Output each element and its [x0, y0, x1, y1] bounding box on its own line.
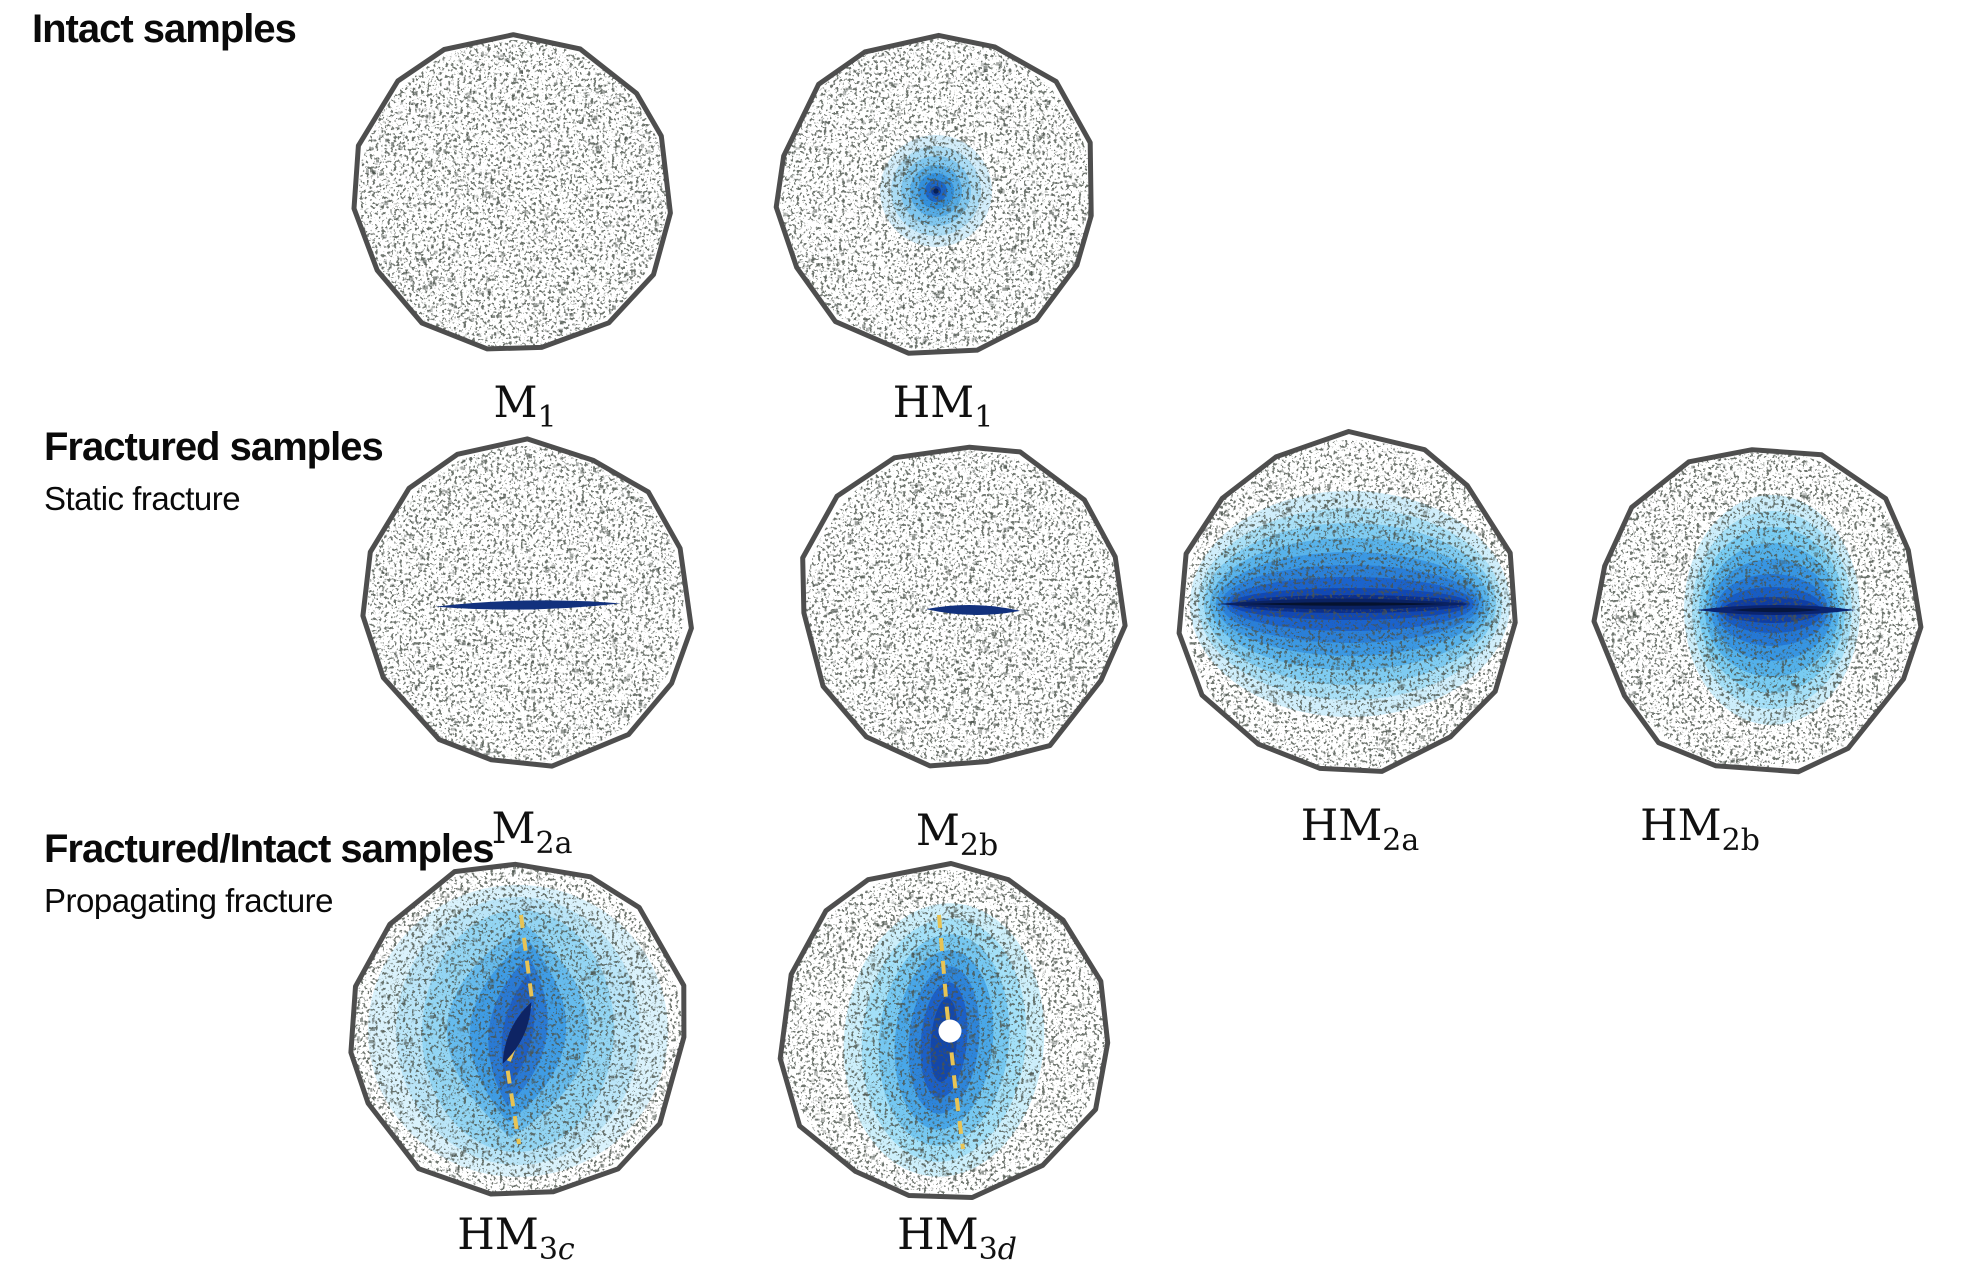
sample-m1 [351, 32, 673, 352]
label-hm3d: HM3d [897, 1210, 1017, 1267]
sample-hm3d [777, 861, 1111, 1200]
sample-hm2b [1591, 447, 1924, 775]
label-hm2a: HM2a [1301, 801, 1420, 858]
sample-hm1 [773, 32, 1094, 356]
row-intact-title: Intact samples [32, 7, 297, 51]
label-m1: M1 [493, 378, 556, 435]
row-fractured-title: Fractured samples [44, 425, 384, 469]
sample-hm3c [348, 861, 687, 1197]
row-propagating-subtitle: Propagating fracture [44, 882, 334, 919]
row-fractured-subtitle: Static fracture [44, 480, 241, 517]
label-hm1: HM1 [893, 378, 994, 435]
sample-hm2a [1176, 429, 1518, 774]
label-m2a: M2a [491, 804, 572, 861]
label-m2b: M2b [916, 806, 998, 863]
row-propagating-title: Fractured/Intact samples [44, 827, 494, 871]
label-hm3c: HM3c [457, 1210, 575, 1267]
sample-drawings [348, 32, 1924, 1200]
label-hm2b: HM2b [1640, 801, 1760, 858]
sample-m2b [800, 444, 1128, 769]
sample-m2a [360, 436, 694, 769]
